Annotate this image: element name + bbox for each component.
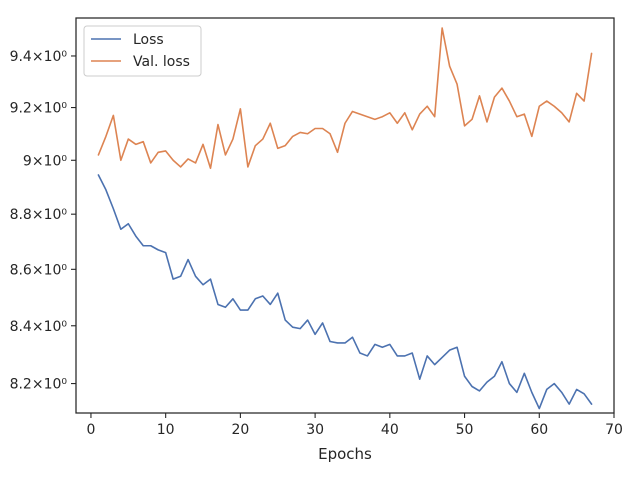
y-tick-label: 8.6×10⁰ — [10, 262, 68, 278]
legend-label-val-loss: Val. loss — [133, 54, 190, 70]
legend: Loss Val. loss — [83, 25, 202, 77]
y-tick-label: 8.2×10⁰ — [10, 377, 68, 393]
x-tick-label: 50 — [456, 422, 474, 438]
y-axis: 8.2×10⁰ 8.4×10⁰ 8.6×10⁰ 8.8×10⁰ 9×10⁰ 9.2×10⁰… — [10, 49, 76, 393]
x-tick-label: 40 — [381, 422, 399, 438]
x-axis: 0 10 20 30 40 50 60 70 — [86, 413, 623, 438]
y-tick-label: 8.4×10⁰ — [10, 319, 68, 335]
plot-area — [75, 17, 615, 414]
series-line-val-loss — [97, 27, 593, 170]
x-tick-label: 60 — [530, 422, 548, 438]
y-tick-label: 8.8×10⁰ — [10, 207, 68, 223]
series-lines — [97, 27, 593, 410]
y-tick-label: 9.2×10⁰ — [10, 101, 68, 117]
y-tick-label: 9.4×10⁰ — [10, 49, 68, 65]
series-line-loss — [97, 174, 593, 410]
x-tick-label: 30 — [306, 422, 324, 438]
y-tick-label: 9×10⁰ — [23, 153, 67, 169]
legend-label-loss: Loss — [133, 32, 164, 48]
x-tick-label: 20 — [231, 422, 249, 438]
x-axis-label: Epochs — [318, 445, 372, 463]
x-tick-label: 0 — [86, 422, 95, 438]
x-tick-label: 70 — [605, 422, 623, 438]
x-tick-label: 10 — [157, 422, 175, 438]
